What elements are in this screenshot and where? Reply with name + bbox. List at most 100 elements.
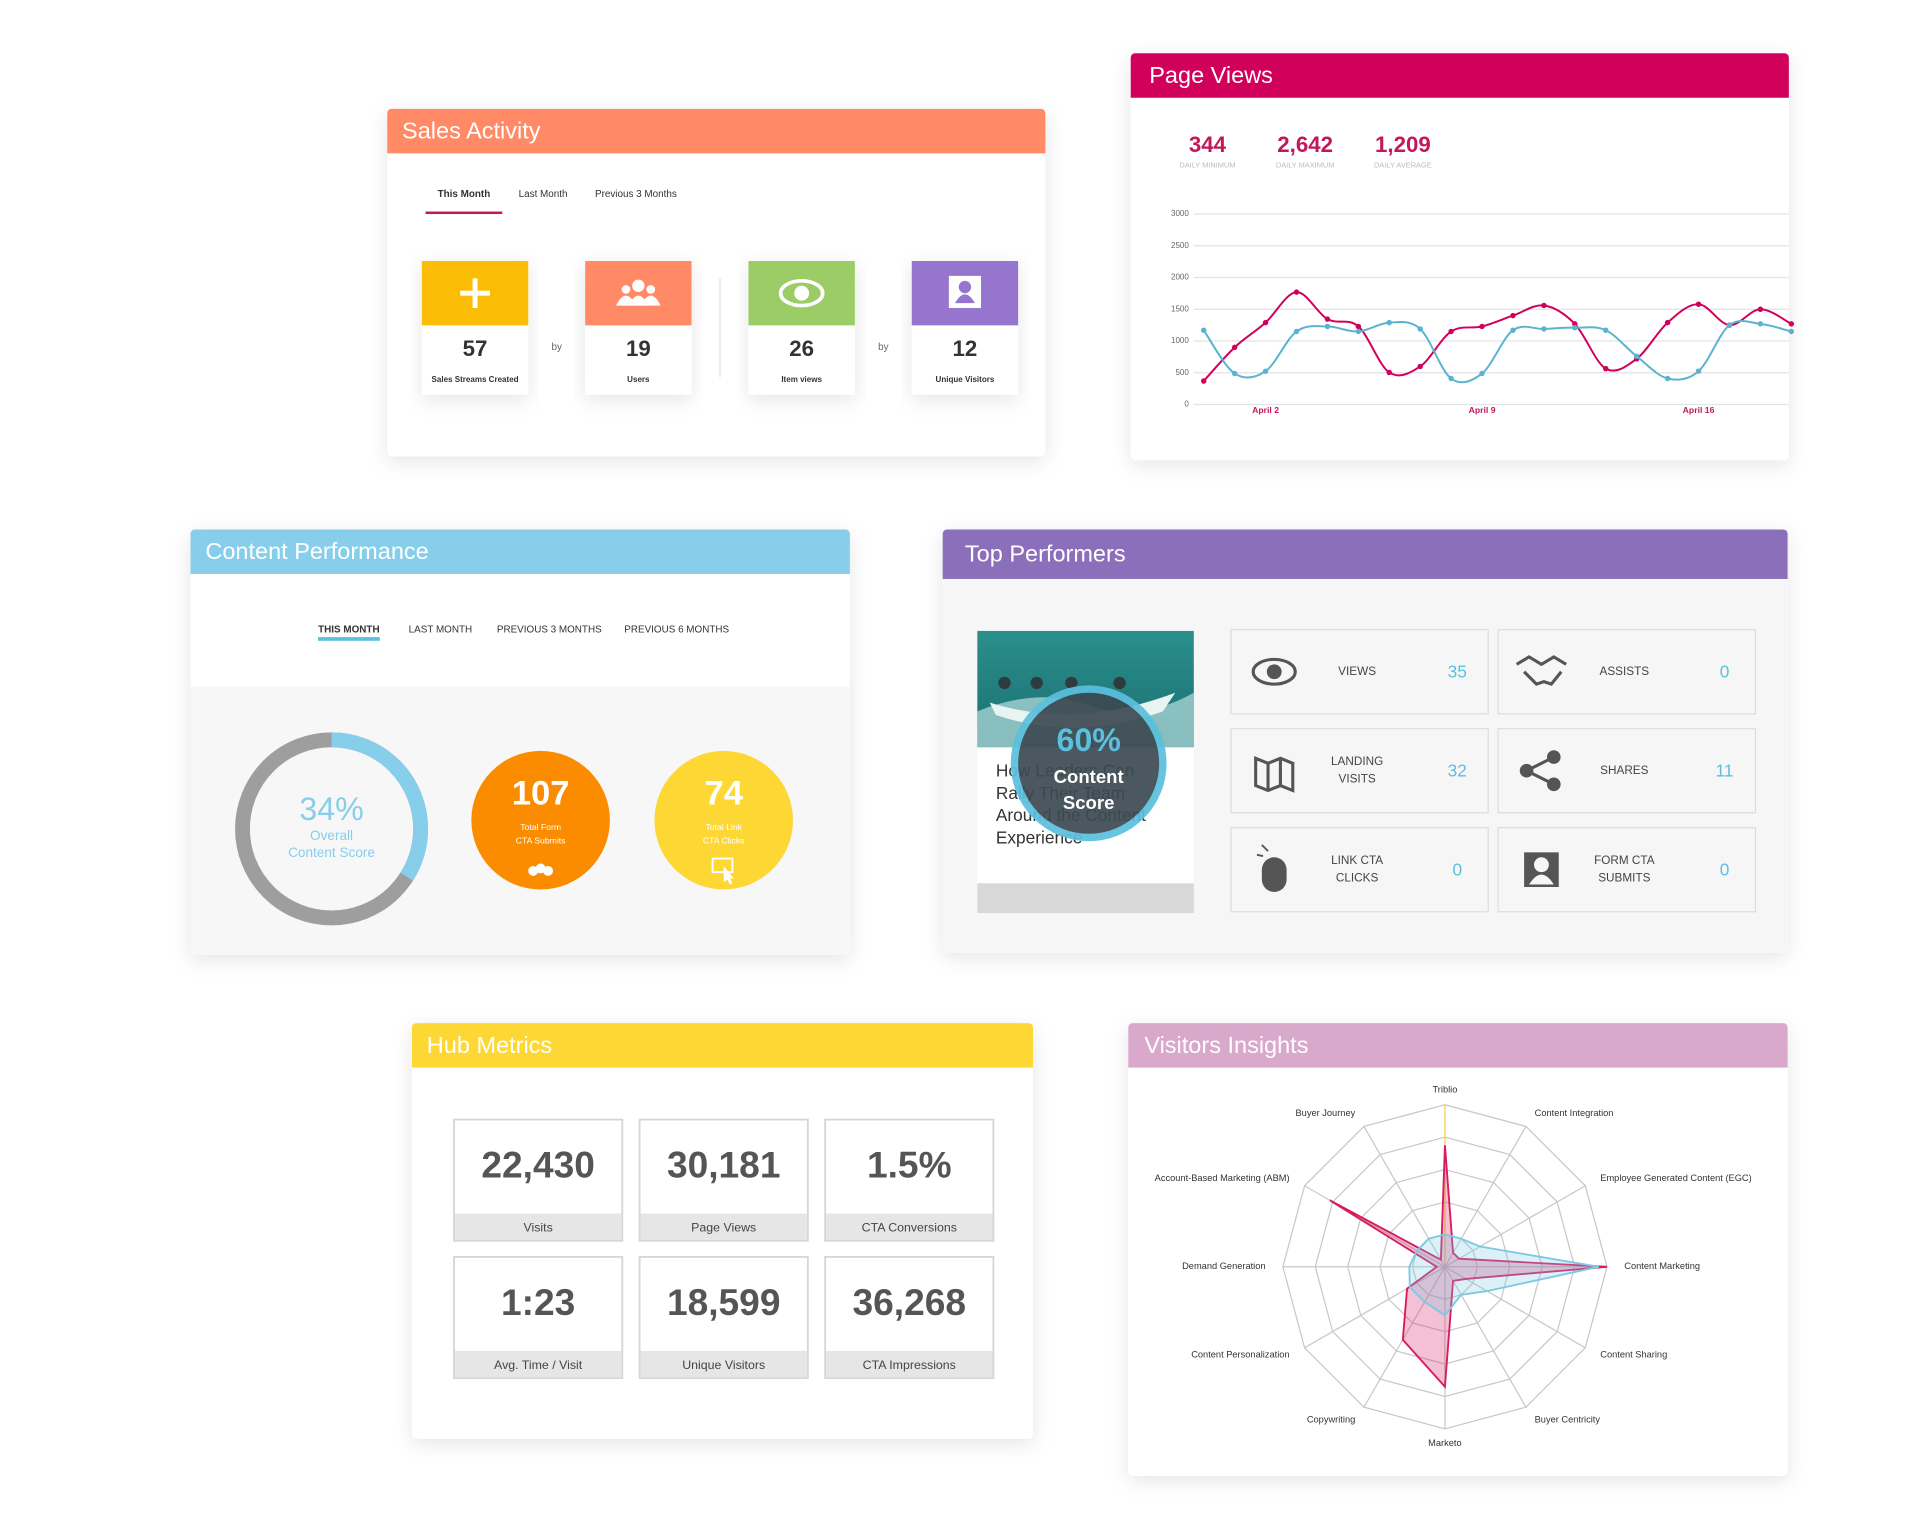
- icon: [646, 285, 656, 294]
- line-point: [1572, 324, 1578, 331]
- icon: [472, 278, 478, 309]
- y-tick-label: 0: [1184, 400, 1189, 409]
- card-label: Item views: [781, 375, 822, 384]
- hub-label: Page Views: [691, 1221, 756, 1235]
- metric-label: VISITS: [1338, 772, 1375, 785]
- icon: [794, 285, 810, 301]
- metric-box: [1230, 728, 1489, 814]
- line-point: [1448, 375, 1454, 382]
- icon: [955, 294, 975, 304]
- radar-series: [1408, 1233, 1600, 1317]
- visitors-insights-panel: Visitors Insights: [1128, 1023, 1788, 1476]
- card-label: Users: [627, 375, 650, 384]
- line-point: [1757, 306, 1764, 312]
- y-tick-label: 1500: [1171, 304, 1189, 313]
- y-tick-label: 2000: [1171, 273, 1189, 282]
- line-point: [1324, 316, 1331, 322]
- score-label: Content: [1054, 766, 1124, 787]
- metric-circle: [654, 750, 793, 890]
- metric-value: 107: [512, 775, 570, 813]
- article-figure: [1113, 676, 1126, 690]
- hub-label: Visits: [523, 1221, 552, 1235]
- line-point: [1293, 328, 1300, 335]
- tab-underline: [317, 637, 380, 641]
- article-figure: [998, 676, 1011, 690]
- radar-axis-label: Employee Generated Content (EGC): [1600, 1173, 1751, 1183]
- panel-header: [1130, 53, 1789, 98]
- metric-value: 11: [1716, 761, 1734, 781]
- hub-label: Unique Visitors: [682, 1358, 765, 1372]
- metric-box: [1497, 728, 1757, 814]
- icon: [1251, 657, 1297, 686]
- hub-value: 30,181: [667, 1144, 781, 1186]
- line-point: [1262, 319, 1269, 326]
- icon: [628, 295, 649, 306]
- y-tick-label: 1000: [1171, 336, 1189, 345]
- icon: [1254, 756, 1295, 793]
- radar-axis-label: Copywriting: [1307, 1414, 1355, 1424]
- panel-header: [1128, 1023, 1788, 1068]
- line-point: [1572, 321, 1578, 327]
- icon: [711, 857, 734, 874]
- article-toolbar: [977, 883, 1194, 913]
- donut-arc: [235, 732, 429, 926]
- line-series: [1202, 320, 1792, 384]
- metric-value: 0: [1453, 859, 1463, 879]
- page-views-panel: Page Views: [1130, 53, 1789, 461]
- line-point: [1200, 327, 1207, 333]
- card-value: 26: [789, 336, 814, 361]
- line-point: [1757, 321, 1764, 327]
- radar-spoke: [1444, 1185, 1586, 1268]
- icon: [1529, 874, 1554, 885]
- x-tick-label: April 2: [1252, 405, 1279, 415]
- line-point: [1510, 312, 1516, 319]
- icon: [621, 285, 631, 294]
- stat-value: 344: [1189, 132, 1227, 157]
- line-point: [1355, 328, 1362, 335]
- line-point: [1695, 368, 1702, 374]
- hub-box-footer: [640, 1213, 807, 1240]
- radar-axis-label: Buyer Centricity: [1535, 1414, 1601, 1424]
- y-tick-label: 500: [1175, 368, 1189, 377]
- panel-header: [190, 529, 850, 575]
- card-value: 57: [463, 336, 488, 361]
- hub-box-footer: [454, 1213, 622, 1240]
- metric-label: CTA Clicks: [703, 836, 745, 846]
- panel-title: Sales Activity: [402, 118, 541, 144]
- panel-bg: [1130, 53, 1789, 461]
- stat-label: DAILY MINIMUM: [1179, 161, 1235, 170]
- hub-box-footer: [826, 1350, 993, 1378]
- hub-value: 1.5%: [867, 1144, 952, 1186]
- connector: by: [551, 342, 561, 353]
- icon: [1261, 857, 1287, 892]
- hub-box-footer: [454, 1350, 622, 1378]
- tab-underline: [425, 211, 503, 215]
- metric-value: 35: [1448, 662, 1467, 682]
- panel-title: Visitors Insights: [1144, 1032, 1308, 1058]
- tab: THIS MONTH: [318, 624, 379, 635]
- hub-value: 18,599: [667, 1281, 781, 1323]
- metric-label: LANDING: [1331, 755, 1383, 768]
- metric-label: Total Link: [705, 822, 742, 832]
- tab: This Month: [438, 189, 491, 200]
- y-tick-label: 3000: [1171, 209, 1189, 218]
- tab: PREVIOUS 3 MONTHS: [497, 624, 602, 635]
- metric-label: SUBMITS: [1598, 871, 1650, 884]
- line-point: [1664, 375, 1671, 382]
- panel-header: [387, 108, 1046, 154]
- metric-label: FORM CTA: [1594, 854, 1655, 867]
- line-point: [1355, 323, 1362, 330]
- line-point: [1293, 289, 1300, 295]
- line-point: [1510, 327, 1516, 333]
- hub-label: CTA Impressions: [863, 1358, 956, 1372]
- metric-box: [1497, 629, 1757, 715]
- card-label: Unique Visitors: [936, 375, 995, 384]
- radar-axis-label: Account-Based Marketing (ABM): [1155, 1173, 1290, 1183]
- panel-title: Hub Metrics: [427, 1032, 552, 1058]
- donut-label: Content Score: [288, 845, 375, 860]
- tab: PREVIOUS 6 MONTHS: [624, 624, 729, 635]
- line-point: [1633, 353, 1640, 359]
- y-tick-label: 2500: [1171, 241, 1189, 250]
- tab: LAST MONTH: [409, 624, 472, 635]
